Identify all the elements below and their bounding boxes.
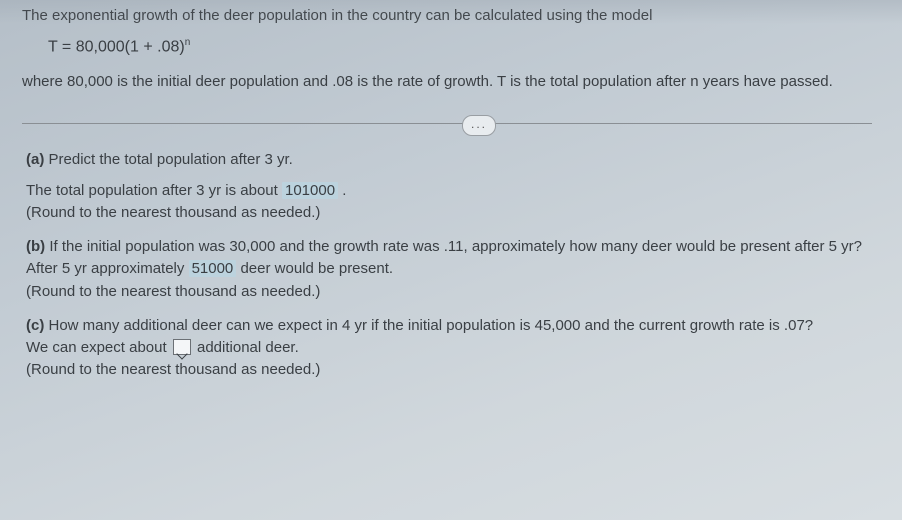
part-b-answer-line: After 5 yr approximately 51000 deer woul… (26, 259, 884, 279)
part-c-answer-line: We can expect about additional deer. (26, 338, 884, 358)
part-b-answer-value[interactable]: 51000 (189, 260, 237, 277)
part-a-label: (a) (26, 151, 44, 168)
section-divider: ... (22, 112, 884, 136)
part-a-answer-suffix: . (338, 182, 346, 199)
part-a-question: (a) Predict the total population after 3… (26, 150, 884, 170)
divider-line (22, 123, 872, 124)
formula-lhs: T = (48, 39, 76, 56)
part-c-answer-prefix: We can expect about (26, 339, 171, 356)
part-c-question-text: How many additional deer can we expect i… (44, 317, 813, 334)
part-a-round-note: (Round to the nearest thousand as needed… (26, 203, 884, 223)
part-b-question-text: If the initial population was 30,000 and… (45, 238, 862, 255)
part-c-answer-suffix: additional deer. (193, 339, 299, 356)
part-b-answer-suffix: deer would be present. (236, 260, 393, 277)
problem-intro-line2: where 80,000 is the initial deer populat… (22, 72, 884, 92)
part-a-answer-prefix: The total population after 3 yr is about (26, 182, 282, 199)
part-b-round-note: (Round to the nearest thousand as needed… (26, 282, 884, 302)
part-b-answer-prefix: After 5 yr approximately (26, 260, 189, 277)
part-a-answer-line: The total population after 3 yr is about… (26, 181, 884, 201)
problem-intro-line1: The exponential growth of the deer popul… (22, 6, 884, 26)
expand-pill[interactable]: ... (462, 115, 496, 135)
part-c-label: (c) (26, 317, 44, 334)
formula-exponent: n (185, 37, 191, 48)
formula: T = 80,000(1 + .08)n (48, 36, 884, 58)
part-c-answer-input[interactable] (173, 339, 191, 355)
part-a-answer-value[interactable]: 101000 (282, 182, 338, 199)
formula-base: 80,000(1 + .08) (76, 39, 185, 56)
part-c-question: (c) How many additional deer can we expe… (26, 316, 884, 336)
part-a-question-text: Predict the total population after 3 yr. (44, 151, 292, 168)
part-b-question: (b) If the initial population was 30,000… (26, 237, 884, 257)
part-c-round-note: (Round to the nearest thousand as needed… (26, 360, 884, 380)
part-b-label: (b) (26, 238, 45, 255)
